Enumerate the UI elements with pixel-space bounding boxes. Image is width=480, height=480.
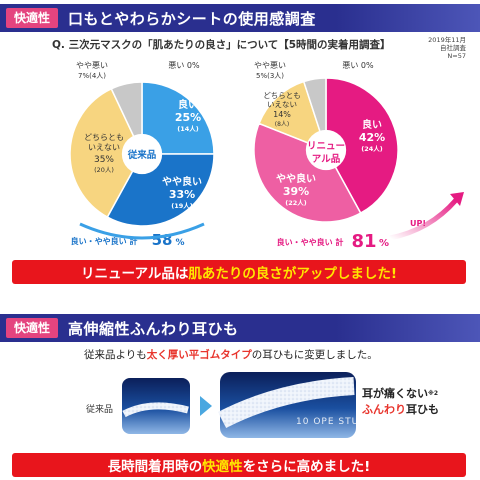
survey-sample-size: N=57 bbox=[447, 52, 466, 60]
pie0-label-good: 良い bbox=[178, 98, 198, 111]
pie0-summary-label: 良い・やや良い 計 bbox=[71, 236, 138, 246]
desc-pre: 従来品よりも bbox=[84, 349, 147, 361]
new-strap-band bbox=[217, 377, 355, 429]
pie0-label-neutral-1: どちらとも bbox=[84, 133, 124, 142]
pie0-label-neutral-2: いえない bbox=[88, 143, 120, 152]
pie1-label-neutral-2: いえない bbox=[267, 100, 297, 109]
pie1-slice-1 bbox=[253, 122, 362, 223]
ear-strap-caption: 耳が痛くない※2 ふんわり耳ひも bbox=[362, 386, 439, 418]
section2-callout-post: をさらに高めました! bbox=[242, 459, 371, 475]
pie0-center-label: 従来品 bbox=[127, 149, 157, 161]
section2-tag: 快適性 bbox=[6, 318, 59, 338]
survey-meta: 2019年11月 自社調査 N=57 bbox=[428, 36, 466, 60]
ear-caption-strap: 耳ひも bbox=[406, 403, 439, 416]
pie0-count-rather-good: (19人) bbox=[171, 201, 193, 210]
pie-chart-extras: 良い・やや良い 計 81 % UP! bbox=[277, 192, 464, 252]
section2-callout-highlight: 快適性 bbox=[202, 459, 243, 475]
section2-description: 従来品よりも太く厚い平ゴムタイプの耳ひもに変更しました。 bbox=[84, 347, 378, 362]
section1-title: 口もとやわらかシートの使用感調査 bbox=[68, 9, 316, 28]
pie1-center bbox=[305, 129, 347, 171]
section1-callout: リニューアル品は 肌あたりの良さがアップしました! bbox=[12, 260, 466, 284]
section1-callout-highlight: 肌あたりの良さがアップしました! bbox=[188, 266, 397, 282]
up-arrow-head-icon bbox=[450, 192, 464, 206]
up-label: UP! bbox=[410, 219, 426, 228]
pie1-label-good: 良い bbox=[362, 118, 382, 131]
survey-question: Q. 三次元マスクの「肌あたりの良さ」について【5時間の実着用調査】 bbox=[52, 39, 391, 51]
compare-arrow-icon bbox=[200, 396, 212, 416]
section2-callout: 長時間着用時の 快適性 をさらに高めました! bbox=[12, 453, 466, 477]
pie1-count-rather-good: (22人) bbox=[285, 198, 307, 207]
pie1-slice-0 bbox=[325, 77, 399, 215]
section1-callout-pre: リニューアル品は bbox=[81, 266, 189, 282]
pie1-label-neutral-1: どちらとも bbox=[263, 91, 301, 100]
pie0-count-neutral: (20人) bbox=[94, 166, 114, 174]
old-strap-band bbox=[122, 402, 189, 418]
pie0-count-good: (14人) bbox=[177, 124, 199, 133]
old-strap-label: 従来品 bbox=[86, 405, 114, 415]
pie1-value-neutral: 14% bbox=[273, 110, 291, 119]
pie1-label-rather-bad: やや悪い bbox=[254, 61, 286, 70]
pie1-label-rather-good: やや良い bbox=[276, 172, 316, 185]
pie0-value-rather-bad: 7%(4人) bbox=[78, 72, 106, 80]
pie0-slice-2 bbox=[69, 87, 143, 219]
ear-caption-note: ※2 bbox=[428, 390, 439, 397]
watermark: 10 OPE STUDIO bbox=[296, 417, 379, 427]
desc-post: の耳ひもに変更しました。 bbox=[251, 349, 378, 361]
pie0-label-rather-bad: やや悪い bbox=[76, 61, 108, 70]
pie-charts: 良い25%(14人)やや良い33%(19人)どちらともいえない35%(20人)や… bbox=[69, 61, 464, 252]
desc-emphasis: 太く厚い平ゴムタイプ bbox=[146, 349, 252, 361]
pie0-value-good: 25% bbox=[175, 111, 201, 124]
pie0-summary-value: 58 bbox=[152, 231, 173, 249]
section2-title: 高伸縮性ふんわり耳ひも bbox=[68, 319, 239, 338]
pie0-slice-0 bbox=[141, 81, 215, 155]
pie1-value-rather-good: 39% bbox=[283, 185, 309, 198]
pie0-label-rather-good: やや良い bbox=[162, 175, 202, 188]
survey-source: 自社調査 bbox=[440, 44, 466, 52]
pie1-value-rather-bad: 5%(3人) bbox=[256, 72, 284, 80]
pie1-count-good: (24人) bbox=[361, 144, 383, 153]
ear-strap-images bbox=[122, 372, 356, 438]
pie0-value-neutral: 35% bbox=[94, 155, 114, 165]
pie1-summary-label: 良い・やや良い 計 bbox=[277, 237, 344, 247]
section1-banner: 快適性 口もとやわらかシートの使用感調査 bbox=[0, 4, 480, 32]
pie0-value-rather-good: 33% bbox=[169, 188, 195, 201]
pie0-accent-arc bbox=[79, 222, 205, 240]
pie1-summary-value: 81 bbox=[351, 231, 376, 252]
pie1-count-neutral: (8人) bbox=[275, 121, 290, 128]
pie0-center bbox=[121, 133, 163, 175]
pie1-label-bad: 悪い 0% bbox=[342, 61, 374, 70]
pie1-center-label-1: リニュー bbox=[307, 141, 345, 152]
pie0-label-bad: 悪い 0% bbox=[168, 61, 200, 70]
section1-tag: 快適性 bbox=[6, 8, 59, 28]
section2-banner: 快適性 高伸縮性ふんわり耳ひも bbox=[0, 314, 480, 342]
pie1-value-good: 42% bbox=[359, 131, 385, 144]
up-arrow-icon bbox=[389, 198, 458, 241]
pie1-summary-unit: % bbox=[379, 238, 389, 249]
survey-date: 2019年11月 bbox=[428, 36, 466, 44]
ear-caption-line1: 耳が痛くない bbox=[362, 387, 428, 400]
section2-callout-pre: 長時間着用時の bbox=[107, 459, 203, 475]
pie1-center-label-2: アル品 bbox=[312, 154, 340, 165]
ear-caption-fluffy: ふんわり bbox=[362, 403, 406, 416]
pie0-summary-unit: % bbox=[175, 238, 184, 248]
